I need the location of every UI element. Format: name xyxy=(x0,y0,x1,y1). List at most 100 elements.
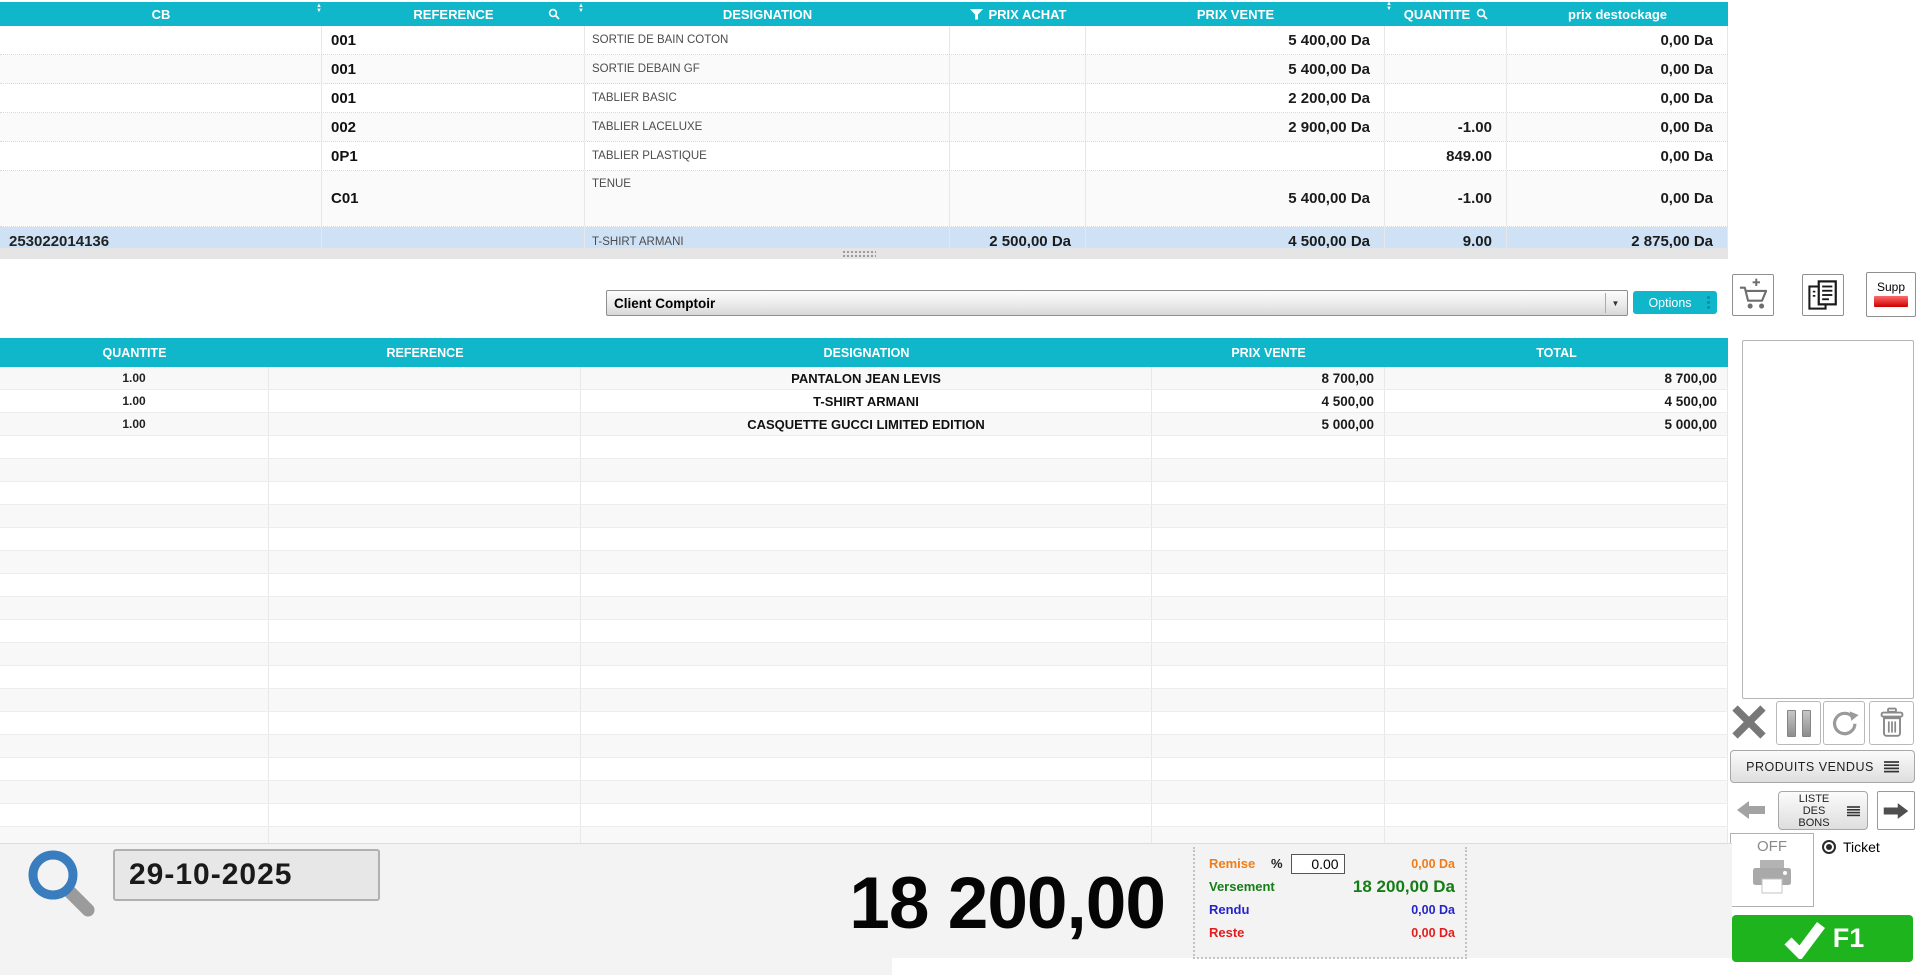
splitter-handle[interactable] xyxy=(842,250,876,257)
cell-prix-vente xyxy=(1152,804,1385,826)
cell-quantite xyxy=(0,528,269,550)
stock-table-row[interactable]: 001 TABLIER BASIC 2 200,00 Da 0,00 Da xyxy=(0,84,1728,113)
liste-des-bons-button[interactable]: LISTE DES BONS xyxy=(1778,791,1868,830)
cell-prix-vente: 2 900,00 Da xyxy=(1086,113,1385,141)
cell-total xyxy=(1385,574,1728,596)
header-prix-vente[interactable]: PRIX VENTE xyxy=(1196,6,1275,22)
cell-reference xyxy=(269,827,581,844)
search-icon[interactable] xyxy=(26,848,98,925)
cell-cb xyxy=(0,171,322,226)
sort-carets-icon[interactable]: ▲ ▼ xyxy=(1386,1,1392,12)
ticket-label: Ticket xyxy=(1843,839,1880,855)
supp-red-bar-icon xyxy=(1874,295,1908,307)
sale-table-header: QUANTITE REFERENCE DESIGNATION PRIX VENT… xyxy=(0,338,1728,367)
stock-table-header: CB REFERENCE DESIGNATION PRIX ACHAT PRIX… xyxy=(0,1,1728,26)
arrow-left-icon xyxy=(1737,801,1765,819)
delete-button[interactable] xyxy=(1869,701,1914,745)
cell-designation: PANTALON JEAN LEVIS xyxy=(581,367,1152,389)
client-select[interactable]: Client Comptoir ▼ xyxy=(606,290,1628,316)
cell-total xyxy=(1385,551,1728,573)
radio-selected-icon xyxy=(1822,840,1836,854)
date-field[interactable]: 29-10-2025 xyxy=(113,849,380,901)
add-to-cart-button[interactable] xyxy=(1732,274,1774,316)
sale-table-row[interactable] xyxy=(0,574,1728,597)
sale-table-row[interactable] xyxy=(0,597,1728,620)
sale-table-row[interactable] xyxy=(0,459,1728,482)
cell-total xyxy=(1385,620,1728,642)
options-button[interactable]: Options xyxy=(1633,291,1717,314)
sale-table-row[interactable] xyxy=(0,436,1728,459)
cancel-button[interactable] xyxy=(1727,700,1771,743)
header-reference[interactable]: REFERENCE xyxy=(413,6,494,22)
stock-table-row[interactable]: 0P1 TABLIER PLASTIQUE 849.00 0,00 Da xyxy=(0,142,1728,171)
sale-table-row[interactable] xyxy=(0,505,1728,528)
sale-table-row[interactable] xyxy=(0,781,1728,804)
client-select-value: Client Comptoir xyxy=(614,295,716,311)
sale-table-row[interactable]: 1.00 PANTALON JEAN LEVIS 8 700,00 8 700,… xyxy=(0,367,1728,390)
sort-carets-icon[interactable]: ▲ ▼ xyxy=(316,3,322,14)
sale-table-row[interactable]: 1.00 CASQUETTE GUCCI LIMITED EDITION 5 0… xyxy=(0,413,1728,436)
sort-carets-icon[interactable]: ▲ ▼ xyxy=(578,3,584,14)
cell-designation xyxy=(581,597,1152,619)
grand-total: 18 200,00 xyxy=(849,863,1166,944)
cell-total: 4 500,00 xyxy=(1385,390,1728,412)
column-search-icon[interactable] xyxy=(548,8,560,20)
stock-table-row[interactable]: 002 TABLIER LACELUXE 2 900,00 Da -1.00 0… xyxy=(0,113,1728,142)
sale-table-row[interactable] xyxy=(0,666,1728,689)
pause-button[interactable] xyxy=(1776,701,1821,745)
sale-table-row[interactable] xyxy=(0,620,1728,643)
cell-reference xyxy=(269,758,581,780)
sale-header-designation: DESIGNATION xyxy=(823,345,910,360)
cell-reference xyxy=(269,413,581,435)
cell-quantite xyxy=(0,505,269,527)
sale-table-row[interactable]: 1.00 T-SHIRT ARMANI 4 500,00 4 500,00 xyxy=(0,390,1728,413)
cell-designation: TABLIER PLASTIQUE xyxy=(585,142,950,170)
sale-table-row[interactable] xyxy=(0,689,1728,712)
cell-prix-vente xyxy=(1152,735,1385,757)
cell-designation xyxy=(581,735,1152,757)
stock-table-row[interactable]: 001 SORTIE DE BAIN COTON 5 400,00 Da 0,0… xyxy=(0,26,1728,55)
header-prix-destockage[interactable]: prix destockage xyxy=(1568,6,1667,22)
sale-table-row[interactable] xyxy=(0,804,1728,827)
remise-input[interactable] xyxy=(1290,853,1345,874)
remise-row: Remise % 0,00 Da xyxy=(1209,852,1455,875)
chevron-down-icon: ▼ xyxy=(1605,293,1625,313)
print-off-button[interactable]: OFF xyxy=(1730,833,1814,907)
rendu-row: Rendu 0,00 Da xyxy=(1209,898,1455,921)
cell-total xyxy=(1385,436,1728,458)
stock-table-row[interactable]: C01 TENUE 5 400,00 Da -1.00 0,00 Da xyxy=(0,171,1728,227)
refresh-button[interactable] xyxy=(1823,701,1865,745)
produits-vendus-button[interactable]: PRODUITS VENDUS xyxy=(1730,750,1915,783)
cell-prix-vente xyxy=(1152,551,1385,573)
sale-table-row[interactable] xyxy=(0,551,1728,574)
sale-table-row[interactable] xyxy=(0,712,1728,735)
cell-total xyxy=(1385,459,1728,481)
supprimer-button[interactable]: Supp xyxy=(1866,272,1916,317)
validate-f1-button[interactable]: F1 xyxy=(1732,915,1913,962)
copy-documents-button[interactable] xyxy=(1802,274,1844,316)
cell-quantite xyxy=(0,597,269,619)
cell-total xyxy=(1385,804,1728,826)
header-cb[interactable]: CB xyxy=(151,6,171,22)
header-prix-achat[interactable]: PRIX ACHAT xyxy=(950,2,1086,26)
sale-table-row[interactable] xyxy=(0,758,1728,781)
previous-button[interactable] xyxy=(1733,797,1769,823)
stock-table-body: 001 SORTIE DE BAIN COTON 5 400,00 Da 0,0… xyxy=(0,26,1728,257)
sale-table-row[interactable] xyxy=(0,482,1728,505)
cell-designation xyxy=(581,758,1152,780)
cell-designation xyxy=(581,551,1152,573)
sale-table-row[interactable] xyxy=(0,528,1728,551)
sale-table-row[interactable] xyxy=(0,643,1728,666)
header-quantite[interactable]: QUANTITE xyxy=(1385,2,1507,26)
cell-reference xyxy=(269,551,581,573)
remise-amount: 0,00 Da xyxy=(1411,856,1455,871)
sale-table-row[interactable] xyxy=(0,735,1728,758)
header-designation[interactable]: DESIGNATION xyxy=(722,6,813,22)
next-button[interactable] xyxy=(1877,791,1915,830)
cell-prix-vente xyxy=(1152,781,1385,803)
stock-table-row[interactable]: 001 SORTIE DEBAIN GF 5 400,00 Da 0,00 Da xyxy=(0,55,1728,84)
sale-table-row[interactable] xyxy=(0,827,1728,844)
ticket-radio[interactable]: Ticket xyxy=(1822,839,1880,855)
cell-total xyxy=(1385,735,1728,757)
cell-prix-vente: 5 400,00 Da xyxy=(1086,171,1385,226)
